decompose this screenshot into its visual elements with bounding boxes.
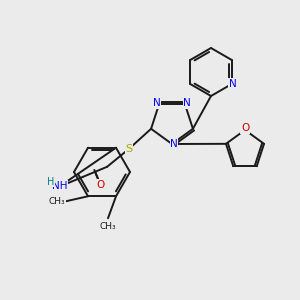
Text: N: N bbox=[183, 98, 191, 108]
Text: NH: NH bbox=[52, 181, 68, 191]
Text: H: H bbox=[47, 177, 55, 187]
Text: CH₃: CH₃ bbox=[49, 197, 65, 206]
Text: S: S bbox=[125, 144, 133, 154]
Text: N: N bbox=[229, 79, 237, 89]
Text: N: N bbox=[153, 98, 161, 108]
Text: O: O bbox=[96, 180, 105, 190]
Text: N: N bbox=[170, 139, 178, 149]
Text: O: O bbox=[241, 123, 249, 133]
Text: CH₃: CH₃ bbox=[100, 222, 116, 231]
